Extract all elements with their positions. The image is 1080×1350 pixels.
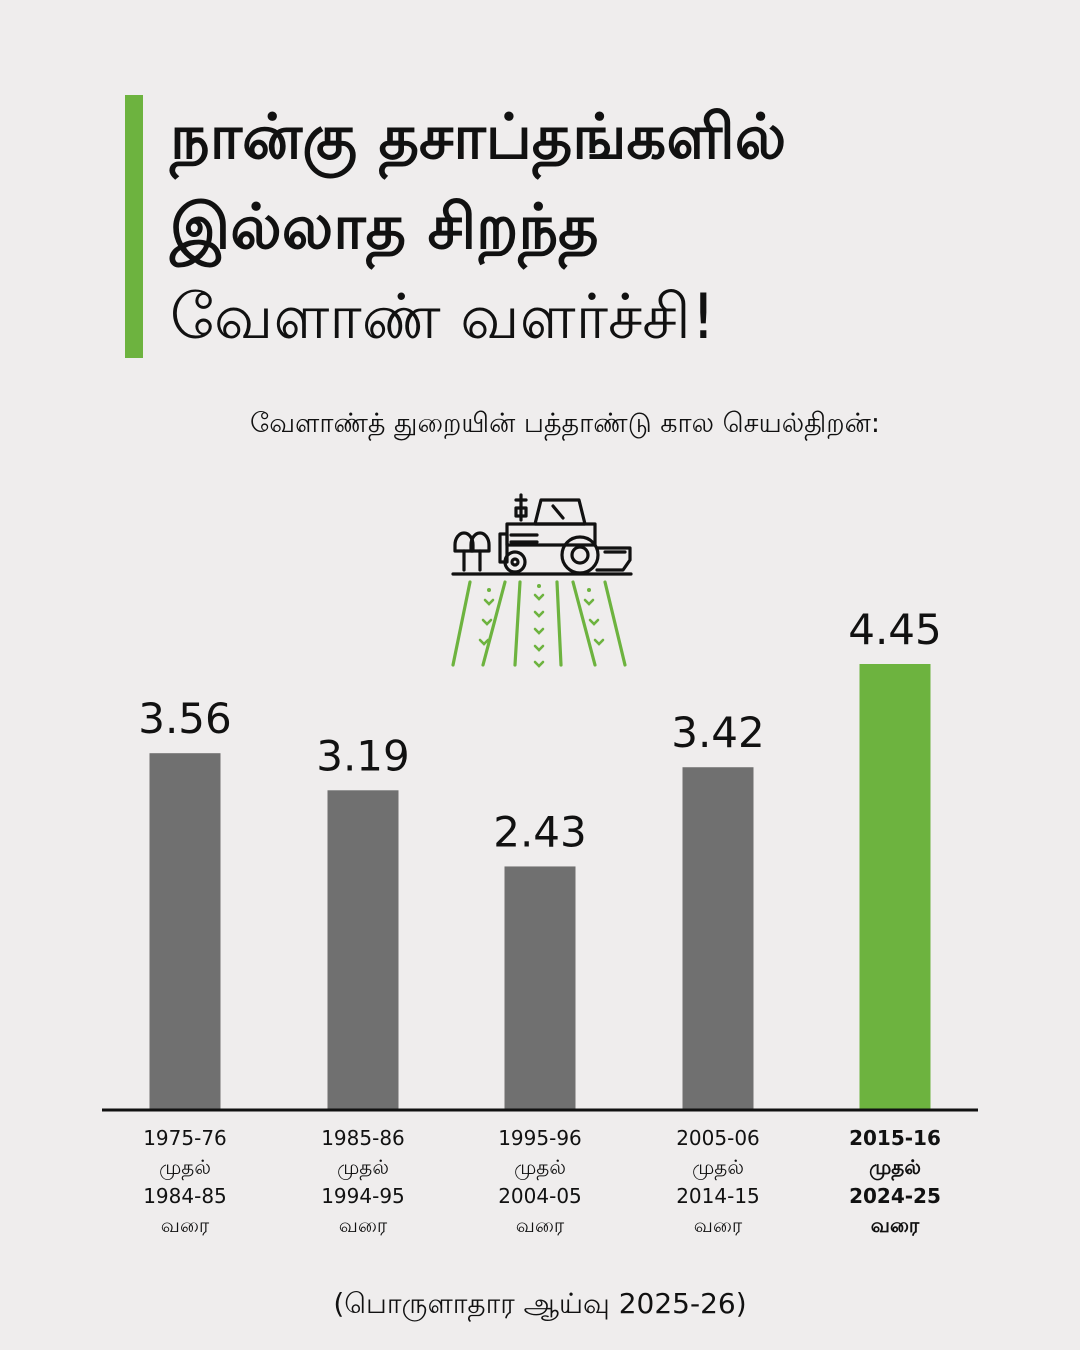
title-accent-bar — [125, 95, 143, 358]
category-label-1-1: முதல் — [337, 1155, 389, 1180]
category-label-3-2: 2014-15 — [676, 1184, 760, 1208]
category-label-2-1: முதல் — [514, 1155, 566, 1180]
category-label-4-2: 2024-25 — [849, 1184, 941, 1208]
title-line-1: நான்கு தசாப்தங்களில் — [170, 100, 787, 173]
category-label-2-3: வரை — [516, 1213, 565, 1237]
category-label-0-2: 1984-85 — [143, 1184, 227, 1208]
tractor-field-icon — [451, 493, 633, 668]
category-label-4-1: முதல் — [869, 1155, 921, 1181]
bar-value-label-3: 3.42 — [671, 708, 765, 757]
bar-3 — [682, 767, 754, 1110]
category-label-0-1: முதல் — [159, 1155, 211, 1180]
page-title: நான்கு தசாப்தங்களில் இல்லாத சிறந்த வேளாண… — [170, 92, 1050, 362]
bar-value-label-4: 4.45 — [848, 605, 942, 654]
category-label-3-0: 2005-06 — [676, 1126, 760, 1150]
category-label-2-0: 1995-96 — [498, 1126, 582, 1150]
category-label-0-3: வரை — [161, 1213, 210, 1237]
category-label-0-0: 1975-76 — [143, 1126, 227, 1150]
category-label-4-0: 2015-16 — [849, 1126, 941, 1150]
bar-value-label-2: 2.43 — [493, 807, 587, 856]
category-label-1-0: 1985-86 — [321, 1126, 405, 1150]
bar-value-label-0: 3.56 — [138, 694, 232, 743]
category-label-3-1: முதல் — [692, 1155, 744, 1180]
category-label-1-3: வரை — [339, 1213, 388, 1237]
source-note: (பொருளாதார ஆய்வு 2025-26) — [333, 1287, 747, 1320]
title-line-3: வேளாண் வளர்ச்சி! — [170, 280, 716, 353]
bar-4 — [859, 664, 931, 1110]
chart-subtitle: வேளாண்த் துறையின் பத்தாண்டு கால செயல்திற… — [250, 408, 880, 439]
category-label-1-2: 1994-95 — [321, 1184, 405, 1208]
bar-0 — [149, 753, 221, 1110]
bar-1 — [327, 790, 399, 1110]
bar-2 — [504, 866, 576, 1110]
category-label-2-2: 2004-05 — [498, 1184, 582, 1208]
category-label-3-3: வரை — [694, 1213, 743, 1237]
title-line-2: இல்லாத சிறந்த — [170, 190, 599, 263]
bar-value-label-1: 3.19 — [316, 731, 410, 780]
category-label-4-3: வரை — [871, 1213, 920, 1237]
